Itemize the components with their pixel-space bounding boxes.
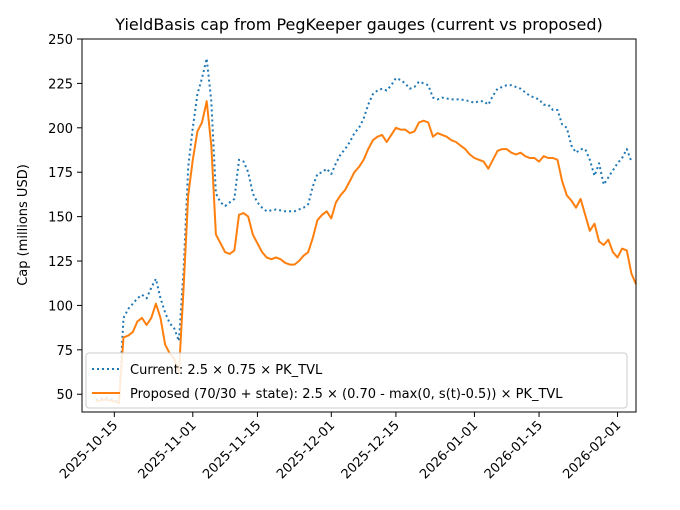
series-line-current xyxy=(95,57,633,405)
y-tick-label: 150 xyxy=(48,211,73,226)
legend-label-proposed: Proposed (70/30 + state): 2.5 × (0.70 - … xyxy=(130,387,563,402)
y-tick-label: 200 xyxy=(48,122,73,137)
series-group xyxy=(95,57,637,405)
legend-box xyxy=(85,352,628,409)
y-tick-label: 125 xyxy=(48,255,73,270)
series-line-proposed xyxy=(95,100,637,405)
y-tick-label: 75 xyxy=(56,344,73,359)
y-tick-label: 50 xyxy=(56,388,73,403)
y-axis-label: Cap (millions USD) xyxy=(16,164,31,286)
y-tick-label: 175 xyxy=(48,166,73,181)
y-tick-label: 225 xyxy=(48,77,73,92)
y-tick-label: 250 xyxy=(48,33,73,48)
plot-frame xyxy=(81,38,637,413)
legend: Current: 2.5 × 0.75 × PK_TVL Proposed (7… xyxy=(85,352,628,409)
chart-title: YieldBasis cap from PegKeeper gauges (cu… xyxy=(114,15,603,34)
legend-label-current: Current: 2.5 × 0.75 × PK_TVL xyxy=(130,363,323,378)
y-tick-label: 100 xyxy=(48,299,73,314)
